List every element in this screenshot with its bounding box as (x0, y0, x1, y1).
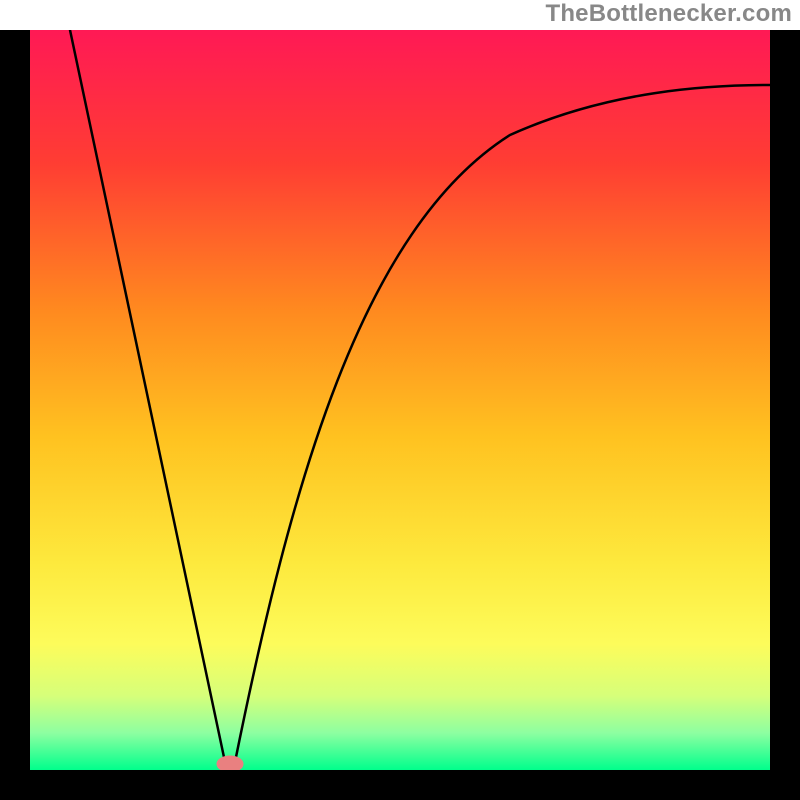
figure-container: TheBottlenecker.com (0, 0, 800, 800)
gradient-background (30, 30, 770, 770)
min-marker (217, 756, 243, 772)
watermark-text: TheBottlenecker.com (545, 0, 792, 28)
bottleneck-chart (0, 0, 800, 800)
